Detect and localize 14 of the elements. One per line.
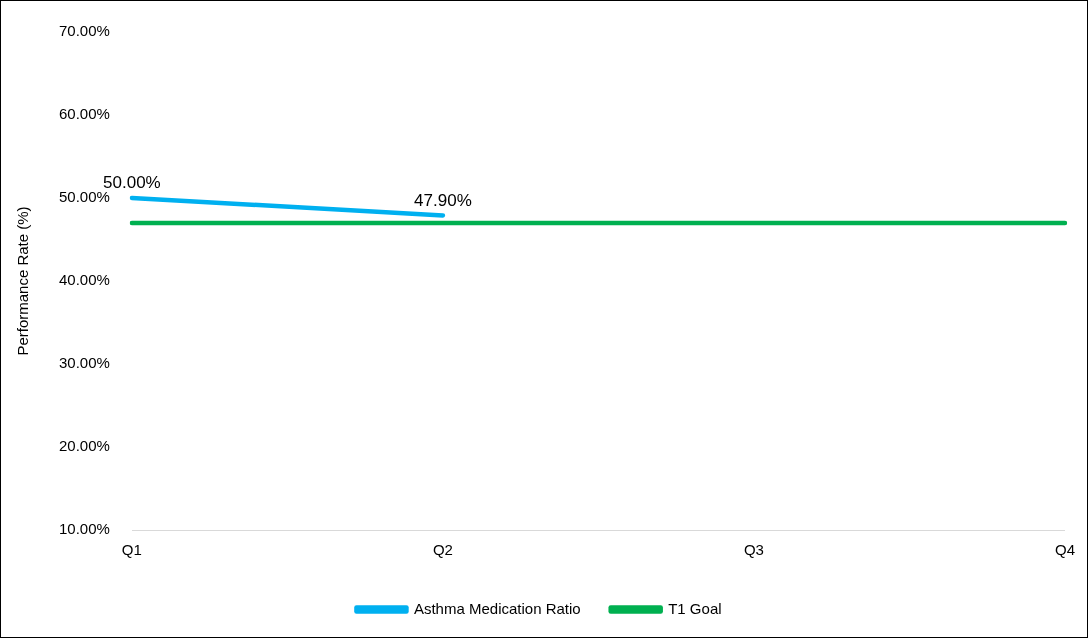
y-axis-title: Performance Rate (%) bbox=[14, 206, 32, 356]
y-tick-label: 20.00% bbox=[59, 437, 110, 455]
x-tick-label: Q3 bbox=[743, 541, 764, 559]
y-tick-label: 40.00% bbox=[59, 271, 110, 289]
x-tick-label: Q2 bbox=[432, 541, 453, 559]
y-tick-label: 10.00% bbox=[59, 520, 110, 538]
x-tick-label: Q1 bbox=[121, 541, 142, 559]
legend-label: T1 Goal bbox=[668, 599, 722, 617]
y-tick-label: 60.00% bbox=[59, 105, 110, 123]
legend-label: Asthma Medication Ratio bbox=[413, 599, 581, 617]
y-tick-label: 30.00% bbox=[59, 354, 110, 372]
data-label: 47.90% bbox=[414, 190, 472, 210]
y-tick-label: 70.00% bbox=[59, 22, 110, 40]
x-tick-label: Q4 bbox=[1054, 541, 1075, 559]
